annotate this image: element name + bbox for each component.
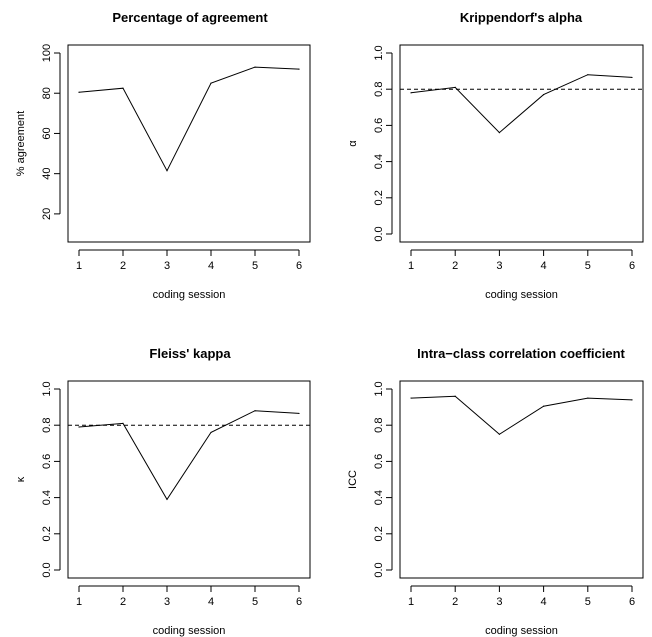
y-tick-label: 0.2 [373, 190, 385, 205]
y-tick-label: 60 [41, 127, 53, 139]
chart-title: Percentage of agreement [112, 10, 268, 25]
data-point [410, 92, 412, 94]
series-line [78, 410, 300, 501]
data-point [631, 399, 633, 401]
x-tick-label: 4 [208, 260, 214, 272]
x-tick-label: 5 [252, 260, 258, 272]
chart-title: Fleiss' kappa [149, 346, 231, 361]
plot-frame [67, 44, 311, 243]
data-point [543, 94, 545, 96]
data-point [498, 433, 500, 435]
y-tick-label: 0.2 [373, 526, 385, 541]
panel-2: Krippendorf's alpha 1 2 3 4 5 6 coding session 0… [347, 10, 644, 301]
y-tick-label: 100 [41, 44, 53, 62]
data-point [587, 74, 589, 76]
y-axis-label: % agreement [15, 111, 27, 176]
y-tick-label: 1.0 [373, 45, 385, 60]
x-tick-label: 4 [541, 260, 547, 272]
data-point [122, 87, 124, 89]
data-point [166, 498, 168, 501]
x-tick-label: 5 [252, 596, 258, 608]
x-tick-label: 6 [629, 260, 635, 272]
y-tick-label: 0.8 [41, 418, 53, 433]
plot-frame [67, 380, 311, 579]
panel-3: Fleiss' kappa 1 2 3 4 5 6 coding session 0.0 0.2 0… [15, 346, 311, 637]
data-point [543, 405, 545, 407]
y-tick-label: 0.4 [373, 154, 385, 169]
y-axis-label: κ [15, 476, 27, 482]
panel-4: Intra−class correlation coefficient 1 2 3 4 5… [347, 346, 644, 637]
x-tick-label: 3 [496, 260, 502, 272]
data-point [78, 91, 80, 93]
x-tick-label: 5 [585, 260, 591, 272]
y-tick-label: 1.0 [41, 381, 53, 396]
x-axis-label: coding session [485, 625, 558, 637]
x-tick-label: 1 [76, 260, 82, 272]
y-axis-label: α [347, 140, 359, 147]
data-point [454, 395, 456, 397]
y-tick-label: 0.4 [41, 490, 53, 505]
data-point [122, 422, 124, 424]
x-tick-label: 1 [408, 260, 414, 272]
plot-frame [399, 380, 644, 579]
x-tick-label: 6 [629, 596, 635, 608]
x-tick-label: 6 [296, 260, 302, 272]
data-point [78, 426, 80, 428]
series-line [78, 66, 300, 172]
data-point [210, 431, 212, 434]
chart-title: Intra−class correlation coefficient [417, 346, 625, 361]
x-tick-label: 3 [496, 596, 502, 608]
x-tick-label: 1 [76, 596, 82, 608]
data-point [166, 170, 168, 172]
x-tick-label: 2 [452, 260, 458, 272]
data-point [298, 412, 300, 415]
data-point [587, 397, 589, 399]
x-tick-label: 4 [541, 596, 547, 608]
x-tick-label: 2 [452, 596, 458, 608]
y-axis-label: ICC [347, 470, 359, 489]
data-point [498, 132, 500, 134]
y-tick-label: 0.8 [373, 82, 385, 97]
plot-frame [399, 44, 644, 243]
x-tick-label: 3 [164, 596, 170, 608]
data-point [410, 397, 412, 399]
data-point [254, 410, 256, 412]
x-tick-label: 6 [296, 596, 302, 608]
panel-1: Percentage of agreement 1 2 3 4 5 6 coding sess… [15, 10, 311, 301]
y-tick-label: 0.4 [373, 490, 385, 505]
chart-title: Krippendorf's alpha [460, 10, 583, 25]
data-point [298, 68, 300, 70]
x-axis-label: coding session [485, 289, 558, 301]
y-tick-label: 0.2 [41, 526, 53, 541]
y-tick-label: 0.6 [373, 454, 385, 469]
x-tick-label: 3 [164, 260, 170, 272]
data-point [454, 86, 456, 88]
x-tick-label: 2 [120, 596, 126, 608]
data-point [631, 76, 633, 79]
data-point [210, 82, 212, 84]
y-tick-label: 0.6 [41, 454, 53, 469]
y-tick-label: 0.0 [373, 562, 385, 577]
y-tick-label: 40 [41, 168, 53, 180]
y-tick-label: 0.6 [373, 118, 385, 133]
y-tick-label: 0.0 [373, 226, 385, 241]
data-point [254, 66, 256, 68]
x-tick-label: 5 [585, 596, 591, 608]
y-tick-label: 80 [41, 87, 53, 99]
x-axis-label: coding session [153, 625, 226, 637]
y-tick-label: 0.0 [41, 562, 53, 577]
x-axis-label: coding session [153, 289, 226, 301]
y-tick-label: 1.0 [373, 381, 385, 396]
x-tick-label: 2 [120, 260, 126, 272]
y-tick-label: 20 [41, 208, 53, 220]
series-line [410, 395, 633, 435]
series-line [410, 74, 633, 134]
x-tick-label: 4 [208, 596, 214, 608]
x-tick-label: 1 [408, 596, 414, 608]
y-tick-label: 0.8 [373, 418, 385, 433]
